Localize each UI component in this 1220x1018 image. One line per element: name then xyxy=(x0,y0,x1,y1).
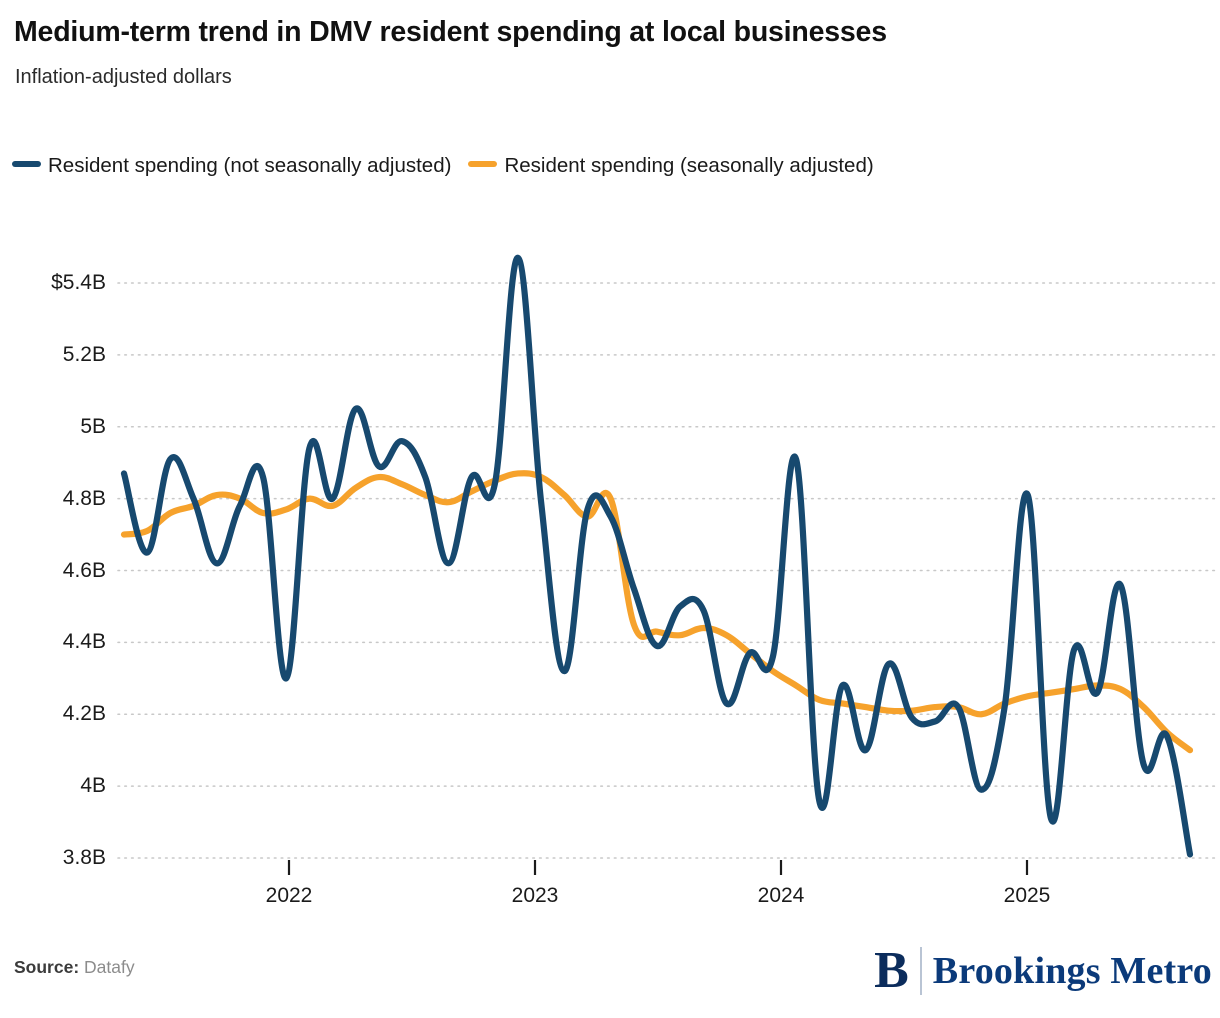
y-axis-tick-label: 3.8B xyxy=(62,846,106,869)
series-line-not-seasonally-adjusted xyxy=(120,254,1194,858)
legend-label-not-seasonally-adjusted: Resident spending (not seasonally adjust… xyxy=(48,154,452,177)
y-axis-tick-label: 4.4B xyxy=(62,630,106,654)
y-axis-tick-label: 4.2B xyxy=(62,702,106,726)
source-label: Source: xyxy=(14,957,80,977)
y-axis-tick-label: $5.4B xyxy=(51,271,106,294)
legend-swatch-orange-icon xyxy=(468,161,498,167)
y-axis-tick-label: 5B xyxy=(80,414,106,438)
legend-item-not-seasonally-adjusted[interactable]: Resident spending (not seasonally adjust… xyxy=(12,154,451,177)
brookings-metro-logo: B Brookings Metro xyxy=(874,942,1212,999)
brand-name: Brookings Metro xyxy=(932,949,1212,992)
y-axis-tick-label: 4.6B xyxy=(62,558,106,582)
series-lines xyxy=(120,254,1194,858)
gridlines xyxy=(117,282,1216,859)
y-axis-tick-label: 4B xyxy=(80,774,106,798)
chart-title: Medium-term trend in DMV resident spendi… xyxy=(14,16,887,48)
x-axis-tick-label: 2022 xyxy=(265,884,313,907)
chart-legend: Resident spending (not seasonally adjust… xyxy=(12,150,1192,182)
x-axis-tick-label: 2024 xyxy=(757,884,805,907)
legend-item-seasonally-adjusted[interactable]: Resident spending (seasonally adjusted) xyxy=(468,154,874,177)
x-axis-tick-label: 2025 xyxy=(1003,884,1051,907)
legend-swatch-navy-icon xyxy=(12,161,41,167)
source-value: Datafy xyxy=(84,957,135,977)
x-axis-ticks xyxy=(287,860,1029,875)
source-note: Source: Datafy xyxy=(14,957,135,978)
y-axis-tick-label: 5.2B xyxy=(62,342,106,366)
logo-divider xyxy=(919,946,922,995)
chart-subtitle: Inflation-adjusted dollars xyxy=(15,66,232,88)
legend-label-seasonally-adjusted: Resident spending (seasonally adjusted) xyxy=(504,154,874,177)
x-axis-tick-label: 2023 xyxy=(511,884,559,907)
y-axis-tick-label: 4.8B xyxy=(62,486,106,510)
brookings-b-icon: B xyxy=(874,942,909,999)
